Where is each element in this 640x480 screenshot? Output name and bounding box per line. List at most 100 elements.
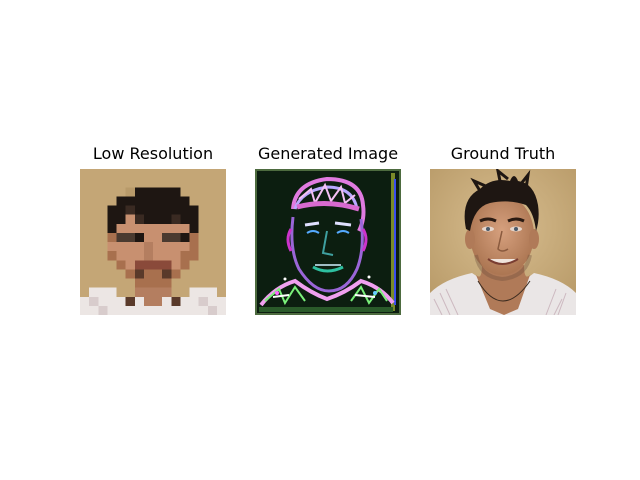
- lowres-pixel: [89, 296, 99, 307]
- lowres-pixel: [198, 205, 209, 216]
- lowres-pixel: [153, 260, 163, 270]
- lowres-pixel: [116, 178, 127, 188]
- lowres-pixel: [107, 196, 118, 207]
- lowres-pixel: [153, 178, 163, 188]
- lowres-pixel: [125, 169, 136, 179]
- lowres-pixel: [116, 169, 127, 179]
- lowres-pixel: [189, 196, 200, 207]
- lowres-pixel: [216, 232, 226, 243]
- lowres-pixel: [80, 287, 90, 298]
- lowres-pixel: [198, 178, 209, 188]
- lowres-pixel: [216, 187, 226, 197]
- lowres-pixel: [143, 287, 154, 298]
- lowres-pixel: [107, 296, 118, 307]
- lowres-pixel: [134, 232, 145, 243]
- lowres-pixel: [189, 187, 200, 197]
- lowres-pixel: [189, 305, 200, 315]
- lowres-pixel: [162, 187, 172, 197]
- lowres-pixel: [207, 169, 218, 179]
- lowres-pixel: [143, 214, 154, 225]
- lowres-pixel: [116, 305, 127, 315]
- lowres-pixel: [89, 169, 99, 179]
- lowres-pixel: [98, 205, 108, 216]
- lowres-pixel: [162, 169, 172, 179]
- lowres-pixel: [98, 269, 108, 280]
- lowres-pixel: [134, 187, 145, 197]
- lowres-pixel: [134, 260, 145, 270]
- lowres-pixel: [80, 296, 90, 307]
- lowres-pixel: [134, 287, 145, 298]
- lowres-pixel: [162, 232, 172, 243]
- panel-title: Low Resolution: [92, 144, 214, 163]
- lowres-pixel: [143, 178, 154, 188]
- lowres-pixel: [207, 287, 218, 298]
- lowres-pixel: [143, 196, 154, 207]
- lowres-pixel: [216, 251, 226, 261]
- lowres-pixel: [134, 305, 145, 315]
- lowres-pixel: [198, 287, 209, 298]
- lowres-pixel: [180, 305, 191, 315]
- lowres-pixel: [153, 287, 163, 298]
- lowres-pixel: [153, 205, 163, 216]
- lowres-pixel: [153, 251, 163, 261]
- lowres-pixel: [98, 223, 108, 234]
- lowres-pixel: [180, 169, 191, 179]
- lowres-pixel: [180, 278, 191, 289]
- lowres-pixel: [198, 169, 209, 179]
- lowres-pixel: [98, 305, 108, 315]
- lowres-pixel: [153, 196, 163, 207]
- lowres-pixel: [143, 242, 154, 252]
- lowres-pixel: [107, 187, 118, 197]
- lowres-pixel: [116, 251, 127, 261]
- lowres-pixel: [171, 269, 181, 280]
- lowres-pixel: [143, 296, 154, 307]
- lowres-pixel: [162, 278, 172, 289]
- lowres-pixel: [171, 232, 181, 243]
- lowres-pixel: [125, 305, 136, 315]
- lowres-pixel: [198, 242, 209, 252]
- lowres-pixel: [207, 196, 218, 207]
- lowres-pixel: [143, 251, 154, 261]
- lowres-pixel: [80, 214, 90, 225]
- lowres-pixel: [162, 205, 172, 216]
- lowres-pixel: [180, 205, 191, 216]
- lowres-pixel: [162, 242, 172, 252]
- lowres-pixel: [180, 196, 191, 207]
- lowres-pixel: [134, 251, 145, 261]
- lowres-pixel: [189, 287, 200, 298]
- lowres-pixel: [198, 305, 209, 315]
- lowres-pixel: [207, 187, 218, 197]
- lowres-pixel: [207, 205, 218, 216]
- lowres-pixel: [171, 242, 181, 252]
- lowres-pixel: [125, 187, 136, 197]
- lowres-pixel: [125, 214, 136, 225]
- lowres-pixel: [198, 223, 209, 234]
- lowres-pixel: [116, 296, 127, 307]
- lowres-pixel: [116, 214, 127, 225]
- lowres-pixel: [143, 305, 154, 315]
- lowres-pixel: [116, 187, 127, 197]
- lowres-pixel: [125, 196, 136, 207]
- lowres-pixel: [107, 251, 118, 261]
- lowres-pixel: [134, 169, 145, 179]
- lowres-pixel: [98, 187, 108, 197]
- lowres-pixel: [171, 305, 181, 315]
- lowres-pixel: [143, 205, 154, 216]
- lowres-pixel: [98, 178, 108, 188]
- lowres-pixel: [143, 269, 154, 280]
- lowres-pixel: [98, 214, 108, 225]
- lowres-pixel: [180, 251, 191, 261]
- lowres-pixel: [107, 305, 118, 315]
- lowres-pixel: [180, 260, 191, 270]
- lowres-pixel: [189, 205, 200, 216]
- lowres-pixel: [125, 287, 136, 298]
- lowres-pixel: [207, 251, 218, 261]
- lowres-pixel: [189, 278, 200, 289]
- lowres-pixel: [189, 223, 200, 234]
- lowres-pixel: [80, 260, 90, 270]
- lowres-pixel: [98, 278, 108, 289]
- lowres-pixel: [125, 260, 136, 270]
- lowres-pixel: [198, 214, 209, 225]
- lowres-pixel: [89, 251, 99, 261]
